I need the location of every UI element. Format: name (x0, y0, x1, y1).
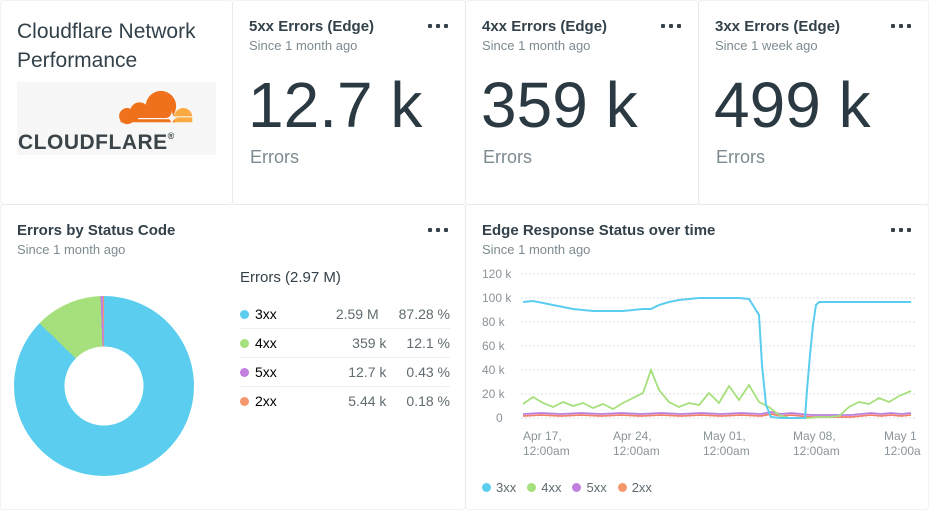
svg-text:0: 0 (496, 411, 503, 425)
svg-text:120 k: 120 k (482, 267, 512, 281)
svg-text:Apr 24,: Apr 24, (613, 429, 652, 443)
svg-text:60 k: 60 k (482, 339, 506, 353)
svg-text:80 k: 80 k (482, 315, 506, 329)
svg-text:12:00a: 12:00a (884, 444, 921, 458)
svg-text:Apr 17,: Apr 17, (523, 429, 562, 443)
svg-text:May 01,: May 01, (703, 429, 746, 443)
svg-text:100 k: 100 k (482, 291, 512, 305)
svg-text:12:00am: 12:00am (703, 444, 750, 458)
svg-text:May 1: May 1 (884, 429, 917, 443)
svg-text:12:00am: 12:00am (523, 444, 570, 458)
svg-text:40 k: 40 k (482, 363, 506, 377)
svg-text:12:00am: 12:00am (613, 444, 660, 458)
svg-text:12:00am: 12:00am (793, 444, 840, 458)
svg-text:May 08,: May 08, (793, 429, 836, 443)
svg-text:20 k: 20 k (482, 387, 506, 401)
